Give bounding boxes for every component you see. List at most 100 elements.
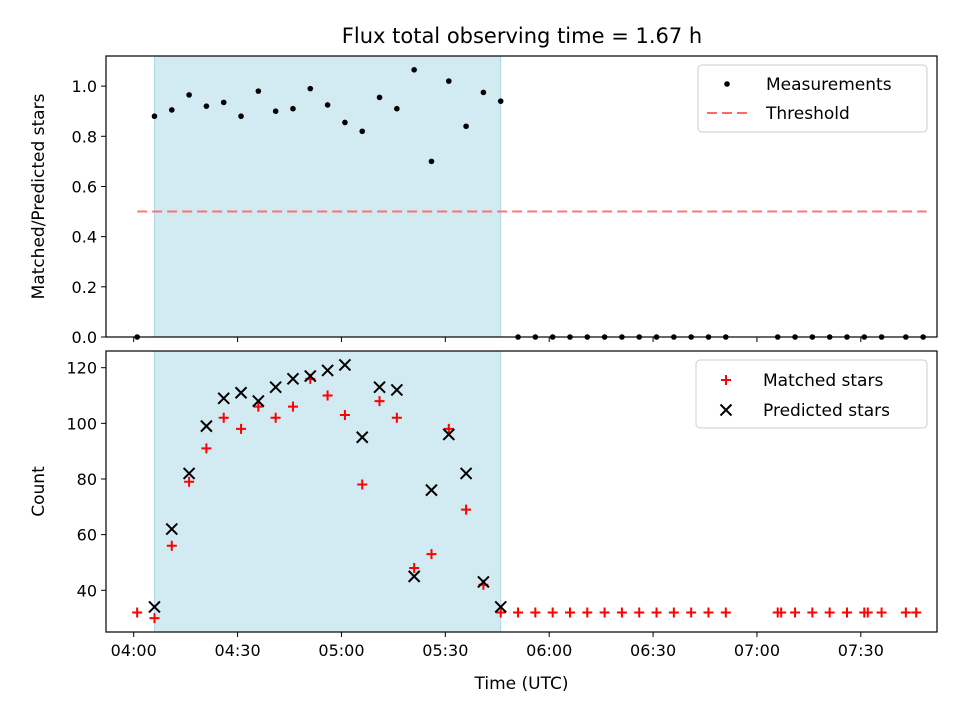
matched-star-point (547, 607, 558, 618)
y-tick-label: 0.2 (72, 278, 97, 297)
top-plot-frame (105, 55, 938, 338)
matched-star-point (495, 607, 506, 618)
legend-label-measurements: Measurements (766, 75, 892, 95)
measurement-point (376, 94, 383, 101)
matched-star-point (582, 607, 593, 618)
matched-star-point (357, 479, 368, 490)
measurement-point (290, 105, 296, 112)
matched-star-point (841, 607, 852, 618)
matched-star-point (443, 423, 454, 434)
matched-star-point (668, 607, 679, 618)
matched-star-point (824, 607, 835, 618)
predicted-star-point (252, 394, 265, 408)
predicted-star-point (477, 575, 490, 589)
measurement-point (342, 119, 348, 126)
predicted-star-point (338, 358, 352, 372)
matched-star-point (132, 607, 143, 618)
y-tick-label: 0.6 (72, 177, 97, 196)
matched-star-point (720, 607, 731, 618)
x-tick-label: 07:30 (838, 641, 884, 660)
predicted-star-point (165, 522, 178, 536)
matched-star-point (530, 607, 541, 618)
matched-star-point (599, 607, 610, 618)
legend-marker-measurements (724, 81, 730, 87)
matched-star-point (634, 607, 645, 618)
measurement-point (203, 103, 210, 109)
matched-star-point (149, 613, 160, 624)
matched-star-point (409, 563, 420, 574)
x-tick-label: 07:00 (734, 641, 780, 660)
predicted-star-point (356, 431, 369, 444)
measurement-point (359, 128, 366, 135)
measurement-point (428, 158, 435, 165)
matched-star-point (166, 540, 177, 551)
legend-box (697, 64, 928, 133)
predicted-star-point (390, 383, 404, 397)
measurement-point (480, 89, 487, 96)
panel-bottom: 40 60 80 100 120 04:00 04:30 05:00 05:30 06:00 06:… (29, 350, 938, 694)
y-tick-label: 1.0 (72, 77, 97, 96)
y-tick-label: 120 (66, 359, 97, 378)
predicted-star-point (148, 600, 161, 614)
matched-star-point (236, 423, 247, 434)
measurement-point (238, 113, 244, 120)
legend-label-matched: Matched stars (763, 371, 883, 391)
chart-title: Flux total observing time = 1.67 h (342, 24, 702, 48)
predicted-star-point (321, 364, 334, 377)
x-tick-label: 05:00 (318, 641, 364, 660)
predicted-star-point (442, 428, 455, 441)
matched-star-point (776, 607, 787, 618)
measurement-point (255, 88, 262, 94)
matched-star-point (391, 412, 402, 423)
predicted-star-point (269, 380, 282, 394)
matched-star-point (253, 401, 264, 412)
measurement-point (324, 102, 331, 108)
measurement-point (307, 85, 314, 92)
y-tick-label: 60 (77, 526, 97, 545)
matched-star-point (876, 607, 887, 618)
panel-top: 0.0 0.2 0.4 0.6 0.8 1.0 Matched/Predicted star… (29, 55, 938, 347)
predicted-star-point (286, 372, 300, 386)
y-axis-label: Matched/Predicted stars (29, 93, 49, 299)
x-tick-label: 06:30 (630, 641, 676, 660)
measurement-point (220, 99, 227, 106)
matched-star-point (374, 396, 385, 407)
legend-bottom: Matched stars Predicted stars (695, 359, 928, 429)
matched-star-point (270, 412, 281, 423)
matched-star-point (513, 607, 524, 618)
matched-star-point (807, 607, 818, 618)
x-tick-label: 04:30 (215, 641, 261, 660)
measurement-point (497, 98, 504, 104)
legend-label-threshold: Threshold (765, 104, 850, 124)
legend-label-predicted: Predicted stars (763, 401, 890, 421)
predicted-star-point (182, 467, 196, 480)
measurement-point (272, 108, 279, 114)
y-tick-label: 0.4 (72, 228, 97, 247)
legend-box (695, 359, 928, 429)
x-tick-label: 06:00 (526, 641, 572, 660)
predicted-star-point (459, 467, 473, 480)
predicted-star-point (425, 483, 438, 497)
x-axis-label: Time (UTC) (474, 674, 569, 694)
matched-star-point (862, 607, 873, 618)
measurement-point (463, 123, 469, 130)
measurement-point (186, 92, 192, 98)
matched-star-point (201, 443, 212, 454)
matched-star-point (651, 607, 662, 618)
matched-star-point (322, 390, 333, 401)
legend-top: Measurements Threshold (697, 64, 928, 133)
matched-star-point (184, 476, 195, 487)
matched-star-point (911, 607, 922, 618)
x-tick-label: 05:30 (422, 641, 468, 660)
measurement-point (445, 78, 452, 84)
predicted-star-point (200, 419, 213, 433)
y-tick-label: 0.0 (72, 328, 97, 347)
measurement-point (394, 105, 400, 112)
matched-star-point (218, 412, 229, 423)
bottom-plot-frame (105, 350, 938, 633)
matched-star-point (900, 607, 911, 618)
y-tick-label: 80 (77, 470, 97, 489)
predicted-star-point (217, 392, 230, 405)
matched-star-point (790, 607, 801, 618)
